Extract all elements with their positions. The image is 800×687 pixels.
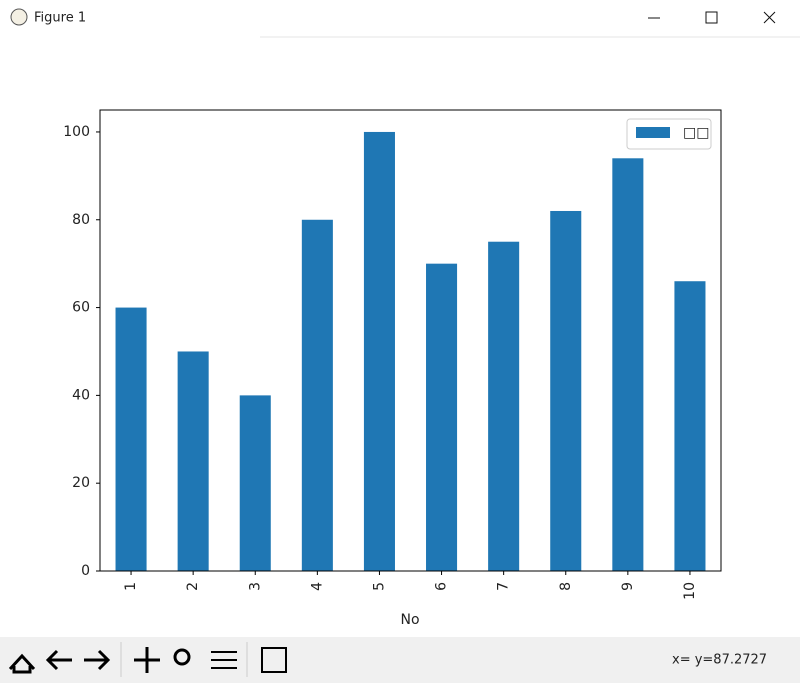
zoom-button[interactable]	[173, 648, 191, 666]
pan-button[interactable]	[134, 647, 160, 673]
y-tick-label: 100	[63, 124, 90, 140]
bar	[488, 241, 520, 571]
x-tick-label: 2	[185, 582, 201, 591]
y-tick-label: 20	[72, 475, 90, 491]
y-tick-label: 40	[72, 387, 90, 403]
x-tick-label: 9	[620, 582, 636, 591]
bar	[177, 351, 209, 571]
x-tick-label: 3	[247, 582, 263, 591]
x-tick-label: 6	[434, 582, 450, 591]
x-tick-label: 8	[558, 582, 574, 591]
axes-frame	[99, 109, 722, 572]
close-button[interactable]	[763, 11, 776, 24]
bar	[363, 131, 395, 571]
forward-button[interactable]	[84, 649, 111, 671]
x-tick-label: 7	[496, 582, 512, 591]
bar	[612, 158, 644, 572]
y-tick-label: 60	[72, 300, 90, 316]
status-text: x= y=87.2727	[672, 653, 767, 668]
y-tick-label: 80	[72, 212, 90, 228]
title-bar	[0, 0, 800, 37]
x-tick-label: 4	[309, 582, 325, 591]
bar	[301, 219, 333, 571]
maximize-button[interactable]	[705, 11, 718, 24]
x-tick-label: 1	[123, 582, 139, 591]
y-tick-label: 0	[81, 563, 90, 579]
legend-label: □□	[683, 125, 709, 141]
bar	[426, 263, 458, 571]
toolbar-icons	[8, 647, 287, 674]
x-tick-label: 10	[682, 582, 698, 600]
toolbar	[0, 637, 800, 683]
x-axis-label: No	[400, 612, 419, 628]
bar	[674, 281, 706, 571]
save-button[interactable]	[261, 647, 287, 673]
window-title: Figure 1	[34, 11, 86, 26]
x-tick-label: 5	[371, 582, 387, 591]
bar	[239, 395, 271, 571]
bar	[550, 210, 582, 571]
bar	[115, 307, 147, 571]
home-button[interactable]	[8, 653, 36, 674]
legend-swatch	[636, 127, 670, 138]
app-icon	[10, 8, 28, 26]
configure-button[interactable]	[211, 651, 237, 669]
back-button[interactable]	[45, 649, 72, 671]
